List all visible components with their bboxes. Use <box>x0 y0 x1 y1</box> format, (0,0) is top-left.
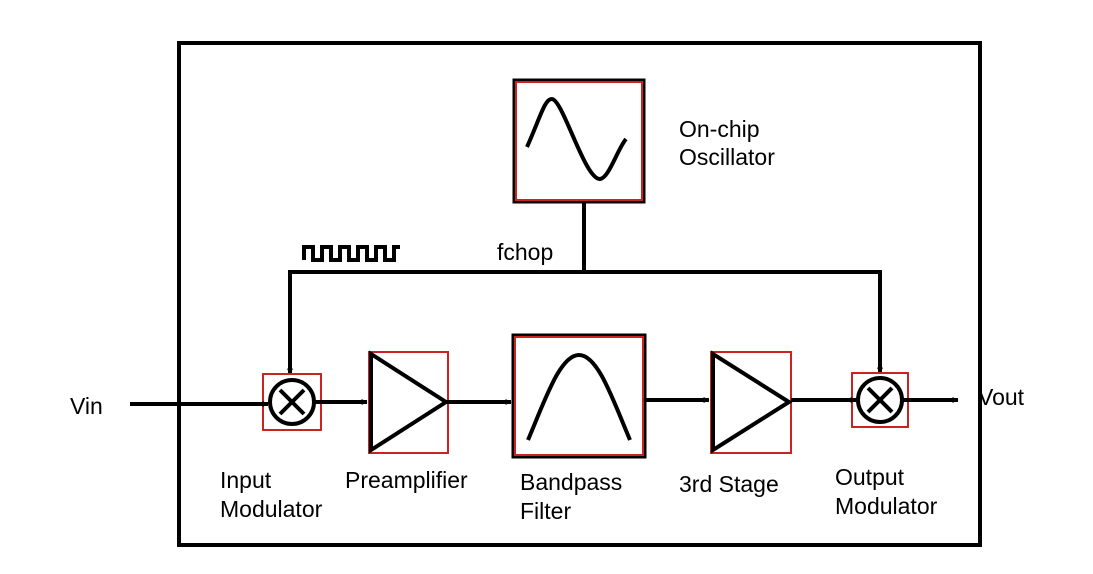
input-modulator-label-line1: Input <box>220 467 272 493</box>
oscillator-block <box>512 78 646 204</box>
third-stage-label: 3rd Stage <box>679 471 779 497</box>
third-stage-block <box>710 350 793 454</box>
preamplifier-outline <box>368 351 449 454</box>
third-stage-outline <box>710 351 792 454</box>
vout-label: Vout <box>978 384 1025 410</box>
amplifier-triangle-icon <box>369 350 450 454</box>
bandpass-filter-label-line2: Filter <box>520 498 572 524</box>
oscillator-label-line1: On-chip <box>679 116 760 142</box>
amplifier-triangle-icon <box>711 350 793 454</box>
bandpass-filter-block <box>511 333 647 459</box>
preamplifier-label: Preamplifier <box>345 467 468 493</box>
bandpass-filter-label-line1: Bandpass <box>520 469 623 495</box>
vin-label: Vin <box>70 393 103 419</box>
fchop-label: fchop <box>497 239 554 265</box>
bandpass-curve-icon <box>526 352 632 441</box>
input-modulator-block <box>262 373 322 431</box>
square-wave-icon <box>302 245 400 262</box>
oscillator-label-line2: Oscillator <box>679 144 775 170</box>
system-boundary <box>177 41 982 547</box>
preamplifier-block <box>368 350 450 454</box>
output-modulator-label-line1: Output <box>835 464 905 490</box>
oscillator-outline <box>515 81 643 201</box>
bandpass-filter-outline <box>514 336 644 456</box>
output-modulator-label-line2: Modulator <box>835 493 938 519</box>
output-modulator-block <box>851 372 909 428</box>
sine-wave-icon <box>525 97 628 181</box>
input-modulator-label-line2: Modulator <box>220 496 323 522</box>
